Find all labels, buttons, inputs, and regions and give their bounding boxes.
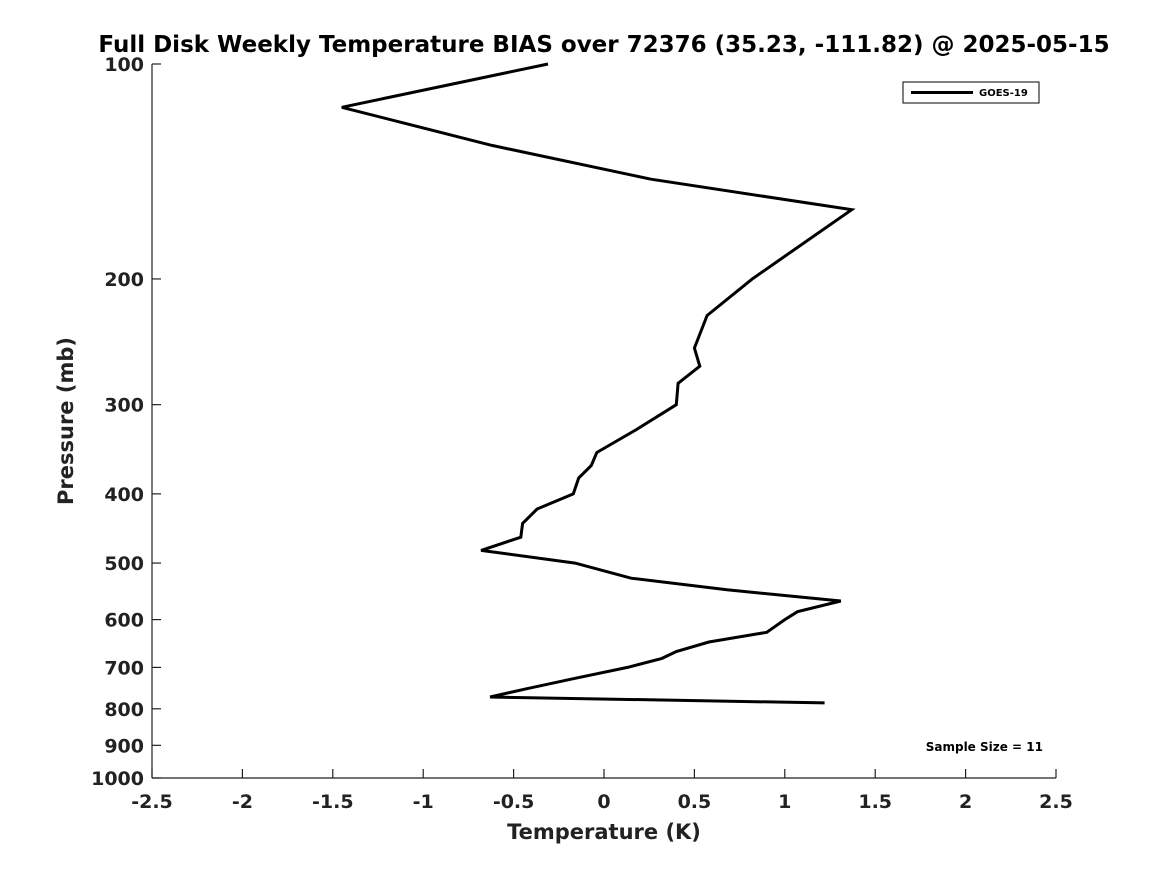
y-tick-label: 800 bbox=[104, 699, 144, 721]
series-layer bbox=[341, 62, 856, 705]
x-axis-ticks: -2.5 -2 -1.5 -1 -0.5 0 0.5 1 1.5 2 2.5 bbox=[131, 769, 1073, 813]
x-tick-label: -2.5 bbox=[131, 791, 173, 813]
x-tick-label: 0 bbox=[597, 791, 610, 813]
y-tick-label: 900 bbox=[104, 735, 144, 757]
y-tick-label: 1000 bbox=[91, 768, 144, 790]
x-tick-label: -1.5 bbox=[312, 791, 354, 813]
sample-size-note: Sample Size = 11 bbox=[926, 740, 1043, 754]
chart-title: Full Disk Weekly Temperature BIAS over 7… bbox=[98, 32, 1109, 58]
x-tick-label: -2 bbox=[232, 791, 253, 813]
series-line-goes-19 bbox=[341, 62, 856, 705]
y-tick-label: 500 bbox=[104, 553, 144, 575]
x-tick-label: 2 bbox=[959, 791, 972, 813]
y-tick-label: 600 bbox=[104, 610, 144, 632]
y-tick-label: 400 bbox=[104, 484, 144, 506]
x-tick-label: 0.5 bbox=[678, 791, 712, 813]
y-tick-label: 700 bbox=[104, 657, 144, 679]
x-axis-label: Temperature (K) bbox=[507, 820, 701, 844]
x-tick-label: 2.5 bbox=[1039, 791, 1073, 813]
y-tick-label: 100 bbox=[104, 54, 144, 76]
x-tick-label: 1.5 bbox=[858, 791, 892, 813]
legend-label-goes-19: GOES-19 bbox=[979, 88, 1028, 99]
y-tick-label: 200 bbox=[104, 269, 144, 291]
y-axis-ticks: 100 200 300 400 500 600 700 800 900 1000 bbox=[91, 54, 161, 790]
y-tick-label: 300 bbox=[104, 395, 144, 417]
x-tick-label: 1 bbox=[778, 791, 791, 813]
x-tick-label: -0.5 bbox=[493, 791, 535, 813]
y-axis-label: Pressure (mb) bbox=[54, 337, 78, 505]
x-tick-label: -1 bbox=[413, 791, 434, 813]
legend: GOES-19 bbox=[902, 81, 1040, 104]
